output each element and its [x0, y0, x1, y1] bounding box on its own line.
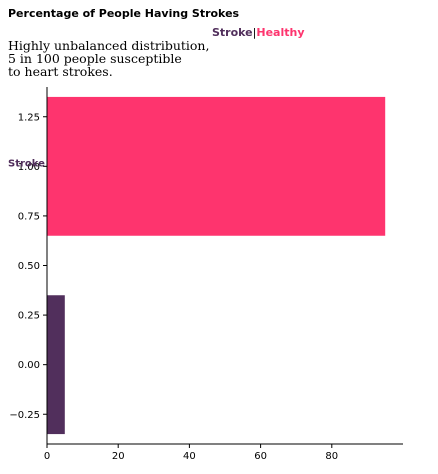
x-tick-label: 40 — [183, 451, 196, 462]
chart-subtitle: Highly unbalanced distribution, 5 in 100… — [8, 39, 228, 78]
y-tick-label: 0.75 — [18, 211, 40, 222]
y-tick-label: 0.25 — [18, 311, 40, 322]
x-tick-label: 60 — [254, 451, 267, 462]
legend-stroke: Stroke — [212, 26, 253, 39]
bars-layer — [47, 96, 386, 435]
x-tick-label: 20 — [112, 451, 125, 462]
x-tick-label: 0 — [44, 451, 50, 462]
bar-healthy — [47, 96, 386, 236]
subtitle-line-1: Highly unbalanced distribution, — [8, 38, 210, 53]
y-tick-label: −0.25 — [9, 410, 40, 421]
bar-stroke — [47, 295, 65, 435]
y-tick-label: 1.00 — [18, 162, 40, 173]
subtitle-line-2: 5 in 100 people susceptible — [8, 51, 182, 66]
legend: Stroke|Healthy — [212, 26, 305, 39]
x-tick-label: 80 — [325, 451, 338, 462]
bar-label-stroke: Stroke — [8, 158, 45, 169]
subtitle-line-3: to heart strokes. — [8, 64, 113, 79]
legend-separator: | — [252, 26, 257, 39]
y-tick-label: 0.50 — [18, 261, 40, 272]
y-tick-label: 1.25 — [18, 112, 40, 123]
y-tick-label: 0.00 — [18, 360, 40, 371]
axes-layer — [43, 87, 403, 448]
chart-title: Percentage of People Having Strokes — [8, 7, 240, 20]
labels-layer: 0 20 40 60 80 1.25 1.00 0.75 0.50 0.25 0.00 −0.25 St… — [8, 112, 338, 462]
legend-healthy: Healthy — [256, 26, 305, 39]
